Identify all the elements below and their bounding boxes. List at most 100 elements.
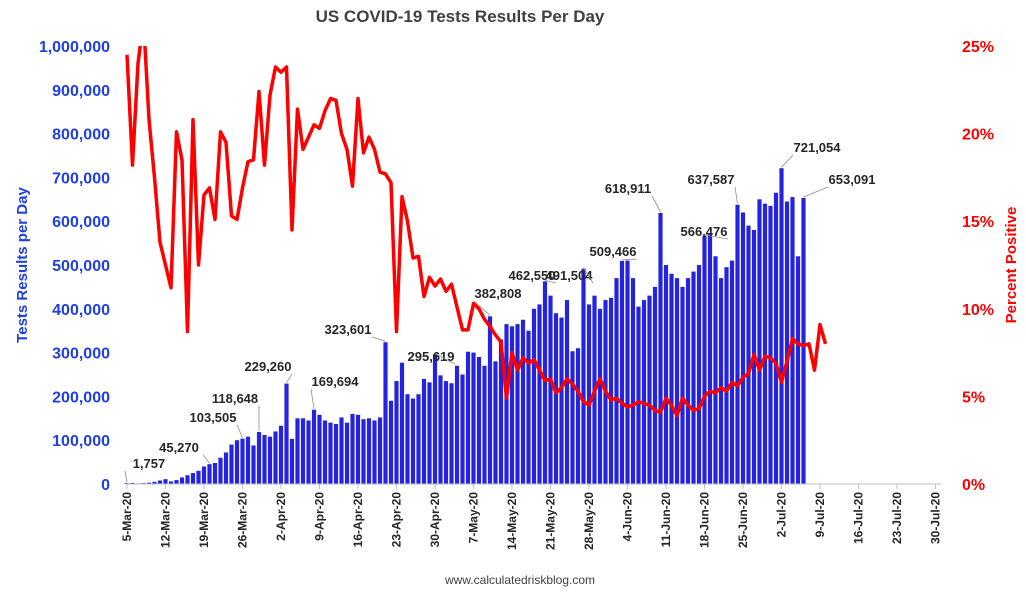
leader-line: [621, 258, 638, 261]
test-bar: [553, 313, 559, 484]
test-bar: [702, 235, 707, 484]
test-bar: [740, 212, 746, 484]
test-bar: [174, 480, 179, 484]
y-axis-right-label: Percent Positive: [1003, 207, 1020, 324]
test-bar: [691, 271, 696, 484]
test-bar: [531, 308, 537, 484]
x-tick-label: 25-Jun-20: [736, 492, 750, 548]
bar-data-label: 462,550: [509, 268, 556, 283]
test-bar: [295, 418, 300, 484]
bar-data-label: 618,911: [605, 181, 651, 196]
test-bar: [586, 304, 592, 484]
leader-line: [434, 353, 456, 365]
test-bar: [465, 351, 471, 484]
test-bar: [696, 265, 702, 484]
leader-line: [583, 267, 594, 284]
test-bar: [240, 438, 245, 484]
test-bar: [718, 278, 724, 484]
bar-data-label: 653,091: [829, 172, 876, 187]
y-tick-label-left: 600,000: [52, 214, 110, 231]
y-tick-label-right: 10%: [962, 302, 994, 319]
test-bar: [471, 352, 476, 484]
test-bar: [366, 418, 372, 484]
test-bar: [597, 308, 603, 484]
test-bar: [278, 425, 284, 484]
test-bar: [542, 281, 548, 484]
test-bar: [526, 330, 531, 484]
test-bar: [652, 286, 658, 484]
test-bar: [801, 197, 806, 484]
test-bar: [724, 267, 729, 484]
test-bar: [394, 381, 399, 484]
x-tick-label: 4-Jun-20: [621, 492, 635, 542]
test-bar: [564, 300, 570, 484]
bar-data-label: 509,466: [590, 244, 637, 259]
test-bar: [548, 295, 553, 484]
test-bar: [163, 479, 168, 484]
test-bar: [234, 440, 240, 484]
leader-line: [651, 195, 661, 213]
percent-positive-line: [125, 46, 828, 418]
test-bar: [377, 417, 383, 484]
test-bar: [663, 265, 669, 484]
x-tick-label: 11-Jun-20: [659, 492, 673, 548]
y-tick-label-left: 900,000: [52, 83, 110, 100]
test-bar: [773, 192, 779, 485]
test-bar: [339, 417, 344, 484]
y-tick-label-right: 20%: [962, 127, 994, 144]
test-bar: [383, 342, 388, 484]
test-bar: [537, 304, 542, 484]
test-bar: [757, 199, 762, 485]
leader-line: [734, 186, 738, 204]
test-bar: [179, 477, 185, 484]
test-bar: [614, 278, 619, 484]
test-bar: [575, 348, 581, 484]
test-bar: [311, 409, 317, 484]
bar-data-label: 637,587: [688, 172, 735, 187]
test-bar: [333, 423, 339, 484]
test-bar: [256, 432, 262, 484]
bar-data-label: 295,619: [408, 349, 455, 364]
x-tick-label: 21-May-20: [544, 492, 558, 550]
test-bar: [487, 316, 493, 484]
x-tick-label: 30-Jul-20: [929, 492, 943, 544]
test-bar: [350, 413, 355, 484]
test-bar: [410, 398, 416, 484]
test-bar: [768, 205, 773, 484]
test-bar: [482, 365, 487, 484]
bar-series: [124, 168, 806, 485]
x-tick-label: 7-May-20: [467, 492, 481, 544]
bar-data-label: 1,757: [133, 456, 166, 471]
leader-line: [236, 424, 243, 438]
x-tick-label: 2-Jul-20: [775, 492, 789, 538]
bar-data-label: 118,648: [212, 391, 258, 406]
test-bar: [762, 203, 768, 484]
test-bar: [267, 436, 273, 484]
bar-data-label: 229,260: [245, 359, 292, 374]
x-tick-label: 26-Mar-20: [236, 492, 250, 548]
test-bar: [223, 452, 229, 484]
test-bar: [251, 445, 256, 484]
x-tick-label: 9-Jul-20: [813, 492, 827, 538]
test-bar: [196, 470, 201, 484]
test-bar: [707, 234, 713, 484]
y-tick-label-left: 100,000: [52, 433, 110, 450]
bar-data-label: 169,694: [312, 374, 360, 389]
leader-line: [202, 454, 210, 464]
test-bar: [273, 431, 278, 484]
y-tick-label-right: 25%: [962, 39, 994, 56]
bar-data-label: 45,270: [159, 440, 199, 455]
test-bar: [388, 400, 394, 484]
test-bar: [795, 256, 801, 484]
test-bar: [460, 374, 465, 484]
chart-title: US COVID-19 Tests Results Per Day: [316, 7, 605, 26]
bar-data-label: 323,601: [325, 322, 372, 337]
leader-line: [803, 186, 829, 198]
test-bar: [245, 436, 251, 484]
test-bar: [680, 286, 685, 484]
x-tick-label: 2-Apr-20: [274, 492, 288, 541]
test-bar: [212, 462, 218, 484]
test-bar: [146, 482, 152, 484]
